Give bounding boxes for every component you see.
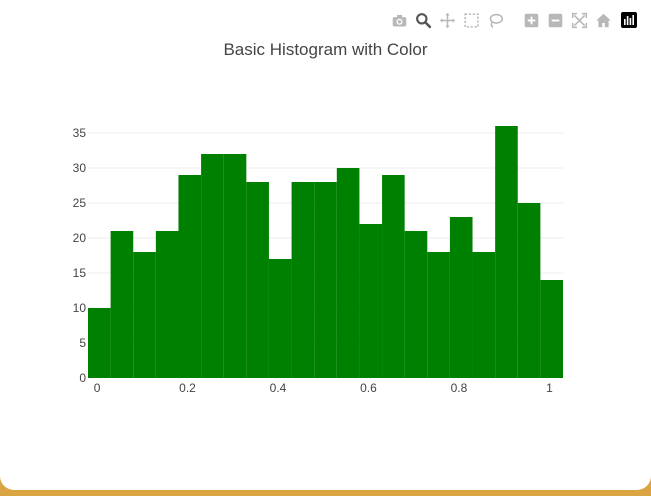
y-tick-label: 25 [73, 196, 87, 210]
y-tick-label: 0 [79, 371, 86, 385]
x-tick-label: 0 [94, 381, 101, 395]
histogram-bar [155, 231, 179, 378]
histogram-bar [178, 175, 202, 378]
zoom-in-icon[interactable] [521, 10, 541, 30]
y-tick-label: 15 [73, 266, 87, 280]
x-tick-label: 0.2 [179, 381, 196, 395]
x-tick-label: 0.4 [270, 381, 287, 395]
histogram-bar [268, 259, 292, 378]
histogram-bar [336, 168, 360, 378]
camera-icon[interactable] [389, 10, 409, 30]
y-tick-label: 30 [73, 161, 87, 175]
histogram-bar [382, 175, 405, 378]
y-axis-ticks: 0 5 10 15 20 25 30 35 [73, 126, 87, 385]
box-select-icon[interactable] [461, 10, 481, 30]
histogram-bar [223, 154, 247, 378]
y-tick-label: 35 [73, 126, 87, 140]
reset-axes-icon[interactable] [593, 10, 613, 30]
chart-title: Basic Histogram with Color [223, 40, 428, 59]
x-tick-label: 0.6 [360, 381, 377, 395]
histogram-bars [88, 126, 563, 378]
histogram-bar [472, 252, 496, 378]
histogram-bar [495, 126, 518, 378]
plotly-logo-icon[interactable] [621, 12, 637, 28]
autoscale-icon[interactable] [569, 10, 589, 30]
histogram-bar [540, 280, 563, 378]
zoom-out-icon[interactable] [545, 10, 565, 30]
x-tick-label: 0.8 [451, 381, 468, 395]
x-tick-label: 1 [546, 381, 553, 395]
histogram-bar [133, 252, 156, 378]
histogram-bar [359, 224, 383, 378]
histogram-bar [88, 308, 111, 378]
lasso-select-icon[interactable] [485, 10, 505, 30]
histogram-bar [201, 154, 224, 378]
histogram-bar [449, 217, 473, 378]
histogram-bar [291, 182, 315, 378]
x-axis-ticks: 0 0.2 0.4 0.6 0.8 1 [94, 381, 553, 395]
y-tick-label: 20 [73, 231, 87, 245]
histogram-bar [246, 182, 269, 378]
histogram-bar [314, 182, 337, 378]
histogram-bar [427, 252, 450, 378]
pan-icon[interactable] [437, 10, 457, 30]
histogram-bar [404, 231, 428, 378]
y-tick-label: 5 [79, 336, 86, 350]
y-tick-label: 10 [73, 301, 87, 315]
histogram-bar [110, 231, 134, 378]
zoom-icon[interactable] [413, 10, 433, 30]
histogram-bar [517, 203, 541, 378]
modebar [385, 10, 637, 30]
